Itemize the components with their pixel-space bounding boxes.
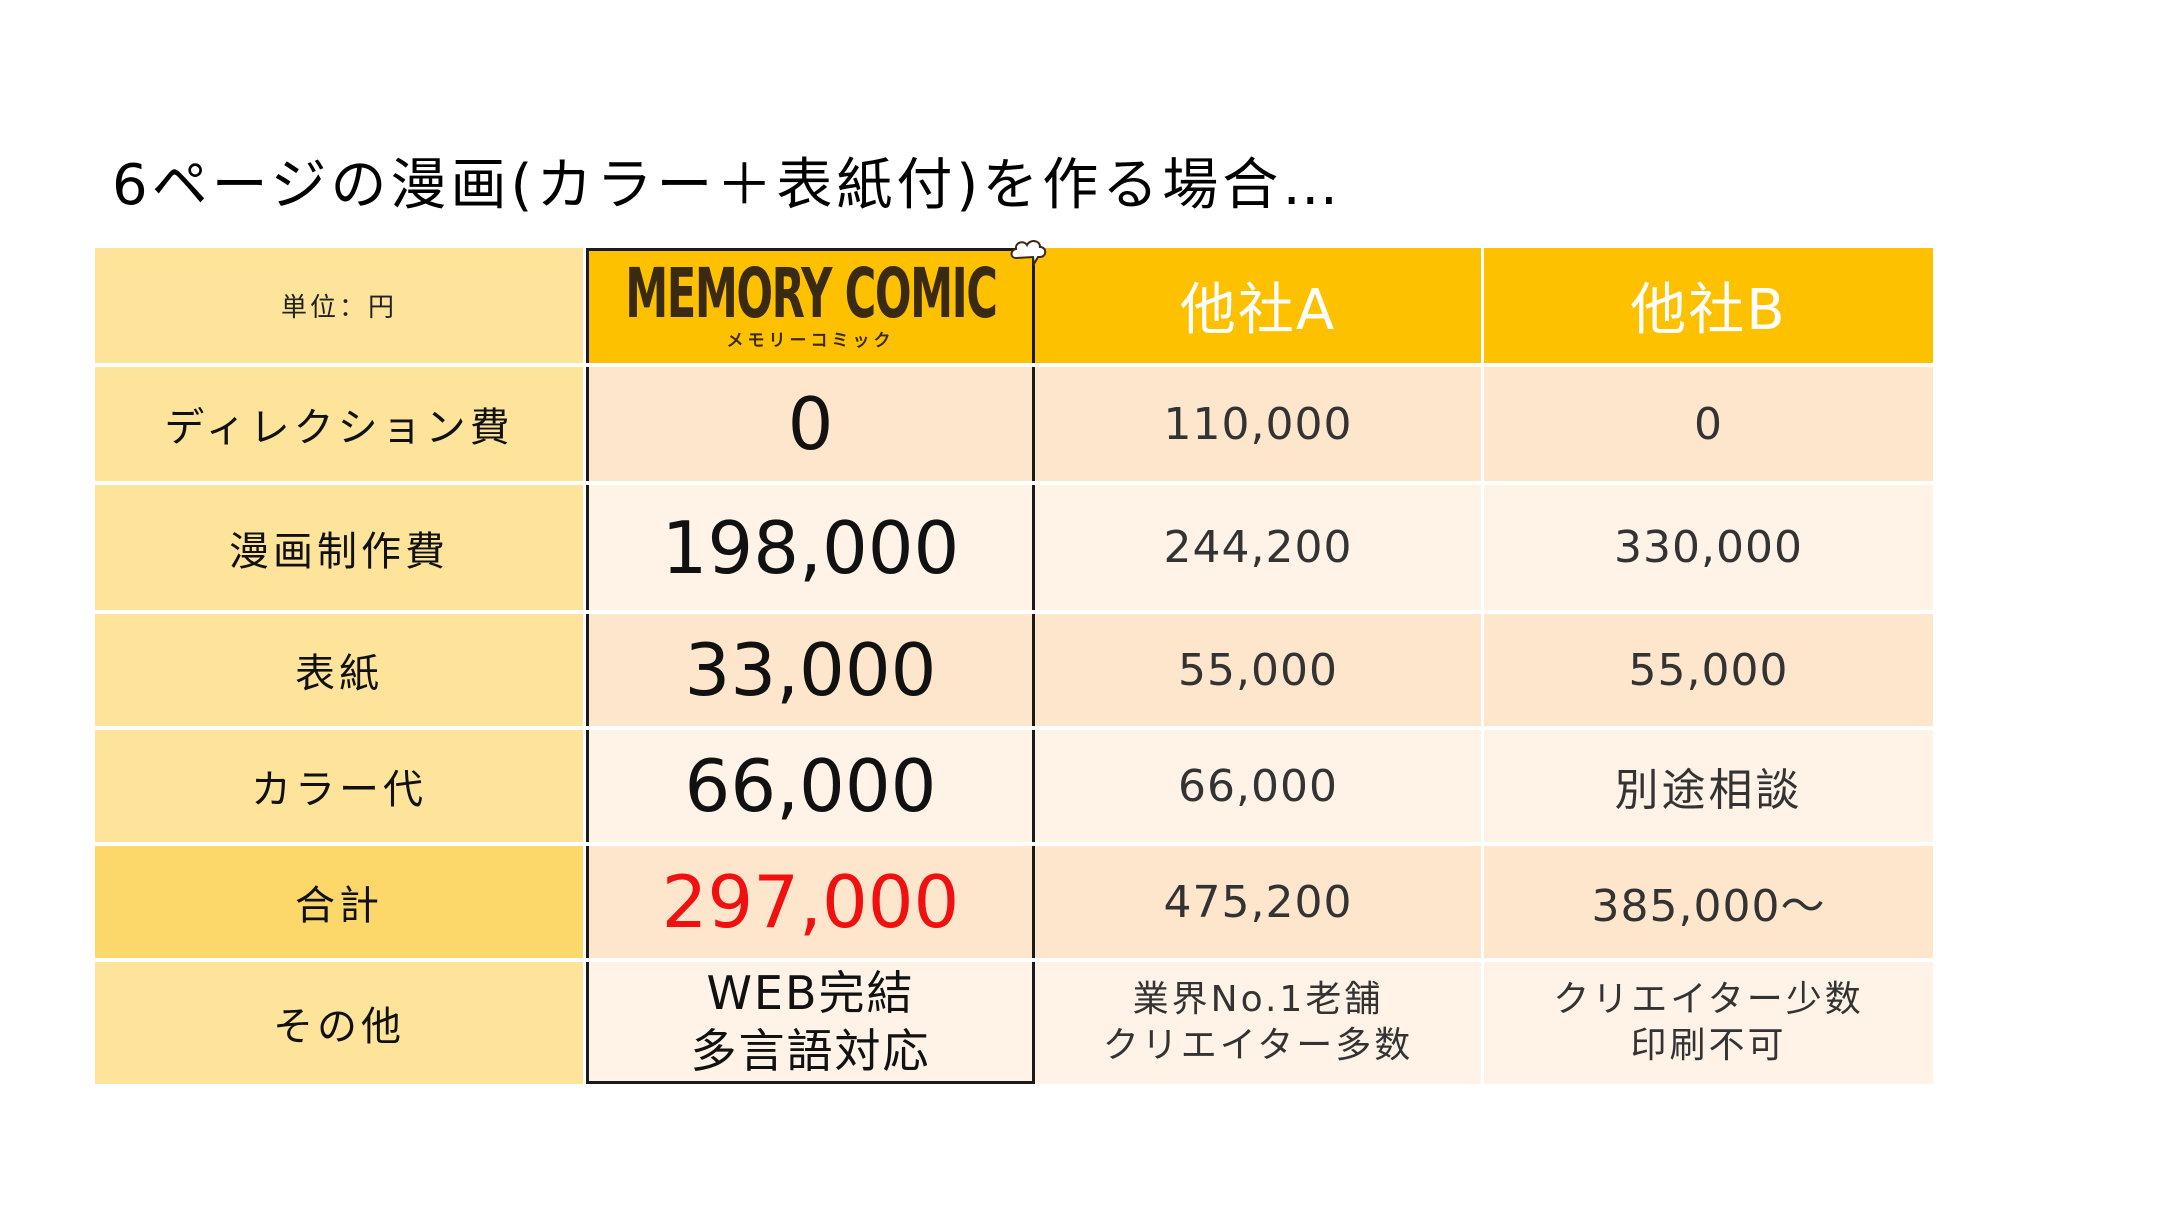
page-title: 6ページの漫画(カラー＋表紙付)を作る場合…	[112, 153, 1343, 218]
company-b-value: 330,000	[1484, 485, 1933, 610]
memory-comic-total: 297,000	[586, 846, 1035, 958]
note-line: 業界No.1老舗	[1132, 979, 1384, 1020]
row-label: ディレクション費	[95, 367, 586, 481]
logo-wordmark: MEMORY COMIC	[624, 253, 998, 334]
memory-comic-value: 66,000	[586, 730, 1035, 842]
table-row: 表紙 33,000 55,000 55,000	[95, 614, 1933, 730]
total-row: 合計 297,000 475,200 385,000～	[95, 846, 1933, 962]
company-a-value: 55,000	[1035, 614, 1484, 726]
memory-comic-value: 0	[586, 367, 1035, 481]
table-row: カラー代 66,000 66,000 別途相談	[95, 730, 1933, 846]
note-line: クリエイター少数	[1553, 979, 1864, 1020]
row-label: 合計	[95, 846, 586, 958]
note-line: WEB完結	[706, 965, 915, 1020]
company-b-value: 0	[1484, 367, 1933, 481]
row-label: 漫画制作費	[95, 485, 586, 610]
company-b-value: 別途相談	[1484, 730, 1933, 842]
memory-comic-notes: WEB完結 多言語対応	[586, 962, 1035, 1084]
memory-comic-value: 33,000	[586, 614, 1035, 726]
unit-label: 単位：円	[95, 248, 586, 363]
row-label: 表紙	[95, 614, 586, 726]
note-line: 多言語対応	[690, 1023, 931, 1078]
company-a-total: 475,200	[1035, 846, 1484, 958]
table-row: ディレクション費 0 110,000 0	[95, 367, 1933, 485]
price-comparison-table: 単位：円 MEMORY COMIC メモリーコミック 他社A 他社B ディレクシ…	[95, 239, 1933, 1084]
memory-comic-logo: MEMORY COMIC メモリーコミック	[553, 239, 1069, 351]
table-row: その他 WEB完結 多言語対応 業界No.1老舗 クリエイター多数 クリエイター…	[95, 962, 1933, 1084]
company-b-total: 385,000～	[1484, 846, 1933, 958]
header-row: 単位：円 MEMORY COMIC メモリーコミック 他社A 他社B	[95, 239, 1933, 367]
note-line: 印刷不可	[1630, 1025, 1787, 1066]
logo-katakana: メモリーコミック	[726, 330, 895, 351]
table-row: 漫画制作費 198,000 244,200 330,000	[95, 485, 1933, 614]
company-b-value: 55,000	[1484, 614, 1933, 726]
memory-comic-value: 198,000	[586, 485, 1035, 610]
company-a-notes: 業界No.1老舗 クリエイター多数	[1035, 962, 1484, 1084]
row-label: カラー代	[95, 730, 586, 842]
company-b-header: 他社B	[1484, 248, 1933, 363]
row-label: その他	[95, 962, 586, 1084]
company-a-value: 66,000	[1035, 730, 1484, 842]
memory-comic-header: MEMORY COMIC メモリーコミック	[586, 239, 1047, 363]
company-a-value: 244,200	[1035, 485, 1484, 610]
company-a-value: 110,000	[1035, 367, 1484, 481]
company-a-header: 他社A	[1035, 248, 1484, 363]
speech-bubble-icon	[1010, 239, 1047, 267]
note-line: クリエイター多数	[1102, 1025, 1414, 1066]
company-b-notes: クリエイター少数 印刷不可	[1484, 962, 1933, 1084]
